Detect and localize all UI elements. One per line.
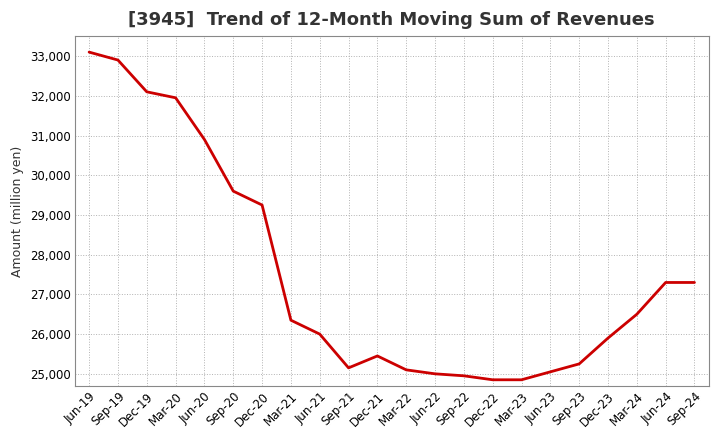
- Title: [3945]  Trend of 12-Month Moving Sum of Revenues: [3945] Trend of 12-Month Moving Sum of R…: [128, 11, 655, 29]
- Y-axis label: Amount (million yen): Amount (million yen): [11, 145, 24, 277]
